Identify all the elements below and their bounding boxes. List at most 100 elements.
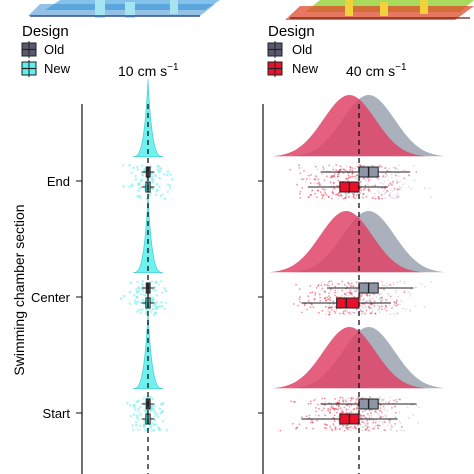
raw-point [340, 409, 343, 412]
raw-point [377, 178, 379, 180]
raw-point [333, 420, 336, 423]
raw-point [364, 305, 367, 307]
raw-point [359, 192, 361, 195]
raw-point [154, 311, 157, 315]
raw-point [386, 409, 388, 412]
raw-point [315, 414, 317, 417]
raw-point [385, 305, 387, 308]
raw-point [136, 165, 139, 169]
raw-point [327, 407, 330, 410]
raw-point [394, 289, 397, 292]
raw-point [350, 429, 353, 432]
raw-point [350, 293, 352, 295]
raw-point [363, 165, 365, 167]
raw-point [319, 296, 321, 299]
raw-point [345, 408, 348, 411]
raw-point [332, 175, 335, 178]
raw-point [344, 293, 346, 296]
raw-point [399, 303, 401, 306]
raw-point [362, 307, 365, 310]
raw-point [318, 407, 320, 410]
raw-point [337, 421, 340, 424]
raw-point [353, 425, 356, 428]
raw-point [393, 187, 396, 190]
raw-point [379, 166, 382, 169]
raw-point [138, 308, 141, 312]
raw-point [336, 193, 338, 196]
raw-point [332, 405, 335, 407]
raw-point [404, 169, 407, 172]
raw-point [353, 427, 355, 430]
raw-point [323, 179, 326, 182]
raw-point [306, 308, 308, 311]
raw-point [362, 421, 365, 424]
raw-point [396, 430, 398, 432]
raw-point [152, 313, 156, 317]
raw-point [385, 191, 387, 194]
raw-point [135, 290, 139, 293]
raw-points-1-center [292, 280, 432, 316]
raw-point [389, 400, 391, 402]
raw-point [340, 412, 342, 414]
raw-point [311, 291, 314, 293]
raw-point [338, 169, 341, 172]
panel-left-speed-value: 10 [118, 63, 134, 79]
raw-point [399, 280, 402, 283]
raw-point [154, 423, 158, 426]
raw-point [328, 284, 330, 287]
raw-point [152, 178, 155, 181]
raw-point [298, 298, 301, 301]
raw-point [338, 169, 341, 171]
raw-point [323, 290, 326, 293]
raw-point [379, 298, 382, 301]
raw-point [367, 306, 370, 308]
raw-point [323, 188, 326, 191]
raw-point [370, 306, 372, 308]
raw-point [430, 196, 432, 199]
raw-point [362, 415, 364, 418]
raw-point [322, 168, 325, 171]
raw-point [364, 185, 366, 187]
raw-point [391, 176, 393, 179]
raw-point [342, 411, 344, 414]
raw-point [119, 297, 123, 300]
raw-point [325, 427, 328, 430]
raw-point [392, 190, 395, 192]
raw-point [128, 290, 132, 294]
raw-point [359, 178, 361, 181]
raw-point [372, 185, 375, 187]
raw-point [395, 302, 397, 305]
raw-point [362, 298, 365, 301]
raw-point [382, 298, 384, 301]
raw-point [387, 401, 390, 404]
raw-point [371, 185, 374, 187]
raw-point [384, 167, 387, 170]
raw-point [163, 307, 166, 311]
raw-point [376, 197, 378, 200]
raw-point [126, 401, 129, 405]
raw-point [385, 415, 388, 417]
raw-point [142, 419, 146, 422]
raw-point [380, 300, 383, 303]
raw-point [145, 308, 148, 311]
raw-point [350, 396, 353, 399]
raw-point [372, 419, 375, 422]
raw-point [390, 424, 392, 426]
raw-point [349, 166, 352, 169]
raw-point [345, 400, 348, 403]
raw-point [353, 175, 356, 178]
raw-point [361, 426, 364, 429]
raw-point [322, 166, 324, 168]
raw-point [315, 287, 318, 289]
raw-point [321, 397, 324, 400]
raw-point [370, 312, 373, 315]
raw-point [136, 168, 140, 171]
raw-point [141, 174, 145, 177]
raw-point [338, 428, 341, 430]
raw-point [377, 427, 379, 430]
raw-point [374, 183, 377, 186]
raw-point [336, 283, 338, 285]
raw-point [327, 282, 330, 285]
raw-point [397, 312, 399, 315]
raw-point [368, 293, 371, 296]
